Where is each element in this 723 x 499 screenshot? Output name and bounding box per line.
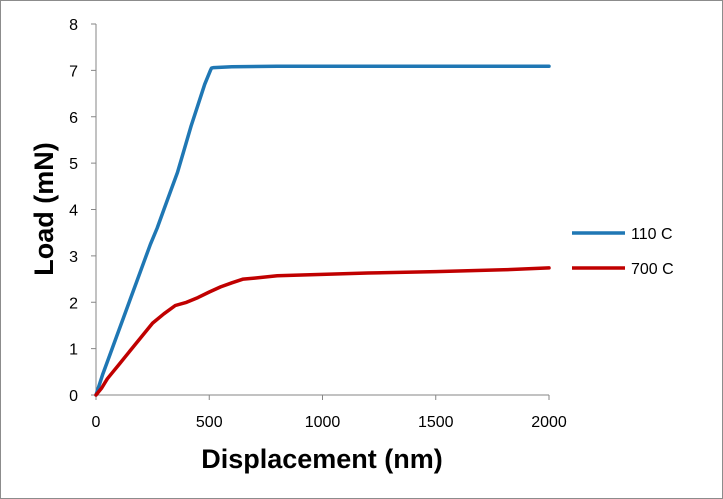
y-tick-label: 5	[69, 156, 78, 173]
legend-label-700-c: 700 C	[631, 261, 674, 278]
y-axis-title: Load (mN)	[29, 142, 59, 275]
y-tick-label: 6	[69, 110, 78, 127]
y-tick-label: 8	[69, 17, 78, 34]
series-line-700-c	[94, 266, 551, 397]
x-tick-label: 2000	[531, 414, 567, 431]
ticks	[91, 23, 550, 400]
y-tick-label: 0	[69, 388, 78, 405]
x-tick-label: 0	[92, 414, 101, 431]
series-line-110-c	[94, 64, 551, 397]
tick-labels: 0 1 2 3 4 5 6 7 8 0 500 1000 1500 2000	[69, 17, 567, 431]
series-lines	[94, 64, 551, 397]
y-tick-label: 2	[69, 295, 78, 312]
y-tick-label: 7	[69, 63, 78, 80]
legend-label-110-c: 110 C	[631, 226, 673, 243]
y-tick-label: 3	[69, 249, 78, 266]
x-tick-label: 1500	[418, 414, 454, 431]
x-axis-title: Displacement (nm)	[201, 444, 443, 474]
x-tick-label: 500	[196, 414, 223, 431]
y-tick-label: 1	[69, 342, 78, 359]
y-tick-label: 4	[69, 203, 78, 220]
legend: 110 C 700 C	[572, 226, 674, 278]
x-tick-label: 1000	[305, 414, 341, 431]
